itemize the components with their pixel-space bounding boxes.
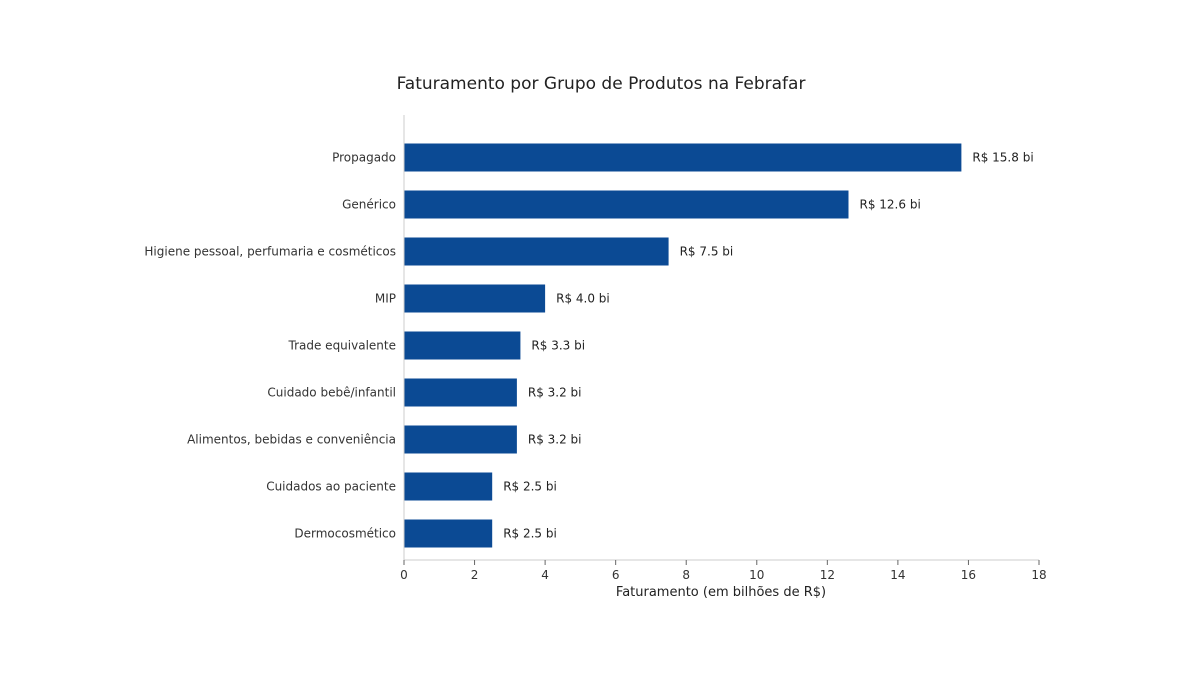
value-label: R$ 4.0 bi: [556, 292, 610, 306]
bar: [404, 519, 493, 548]
value-labels: R$ 15.8 bi R$ 12.6 bi R$ 7.5 bi R$ 4.0 bi R$…: [503, 151, 1033, 541]
x-tick-label: 16: [961, 568, 976, 582]
x-tick-label: 0: [400, 568, 408, 582]
value-label: R$ 2.5 bi: [503, 480, 557, 494]
x-tick-label: 4: [541, 568, 549, 582]
x-tick-label: 18: [1031, 568, 1046, 582]
category-label: Alimentos, bebidas e conveniência: [187, 433, 396, 447]
category-label: Higiene pessoal, perfumaria e cosméticos: [144, 245, 396, 259]
value-label: R$ 15.8 bi: [972, 151, 1033, 165]
x-tick-label: 6: [612, 568, 620, 582]
value-label: R$ 2.5 bi: [503, 527, 557, 541]
value-label: R$ 3.3 bi: [531, 339, 585, 353]
value-label: R$ 7.5 bi: [680, 245, 734, 259]
x-tick-label: 14: [890, 568, 905, 582]
bar: [404, 190, 849, 219]
value-label: R$ 3.2 bi: [528, 433, 582, 447]
x-tick-label: 10: [749, 568, 764, 582]
value-label: R$ 3.2 bi: [528, 386, 582, 400]
x-axis-ticks: 0 2 4 6 8 10 12 14 16 18: [400, 560, 1047, 582]
category-labels: Propagado Genérico Higiene pessoal, perfum…: [144, 151, 396, 541]
x-tick-label: 12: [820, 568, 835, 582]
category-label: MIP: [375, 292, 396, 306]
bar: [404, 378, 517, 407]
bar: [404, 284, 546, 313]
category-label: Cuidado bebê/infantil: [267, 386, 396, 400]
category-label: Dermocosmético: [294, 527, 396, 541]
x-tick-label: 8: [682, 568, 690, 582]
bar: [404, 237, 669, 266]
bar: [404, 143, 962, 172]
category-label: Trade equivalente: [288, 339, 396, 353]
value-label: R$ 12.6 bi: [860, 198, 921, 212]
category-label: Genérico: [342, 198, 396, 212]
x-tick-label: 2: [471, 568, 479, 582]
bar: [404, 425, 517, 454]
x-axis-title: Faturamento (em bilhões de R$): [616, 585, 826, 600]
bar: [404, 472, 493, 501]
category-label: Propagado: [332, 151, 396, 165]
bars-group: [404, 143, 962, 548]
chart-title: Faturamento por Grupo de Produtos na Feb…: [397, 74, 806, 94]
bar: [404, 331, 521, 360]
category-label: Cuidados ao paciente: [266, 480, 396, 494]
